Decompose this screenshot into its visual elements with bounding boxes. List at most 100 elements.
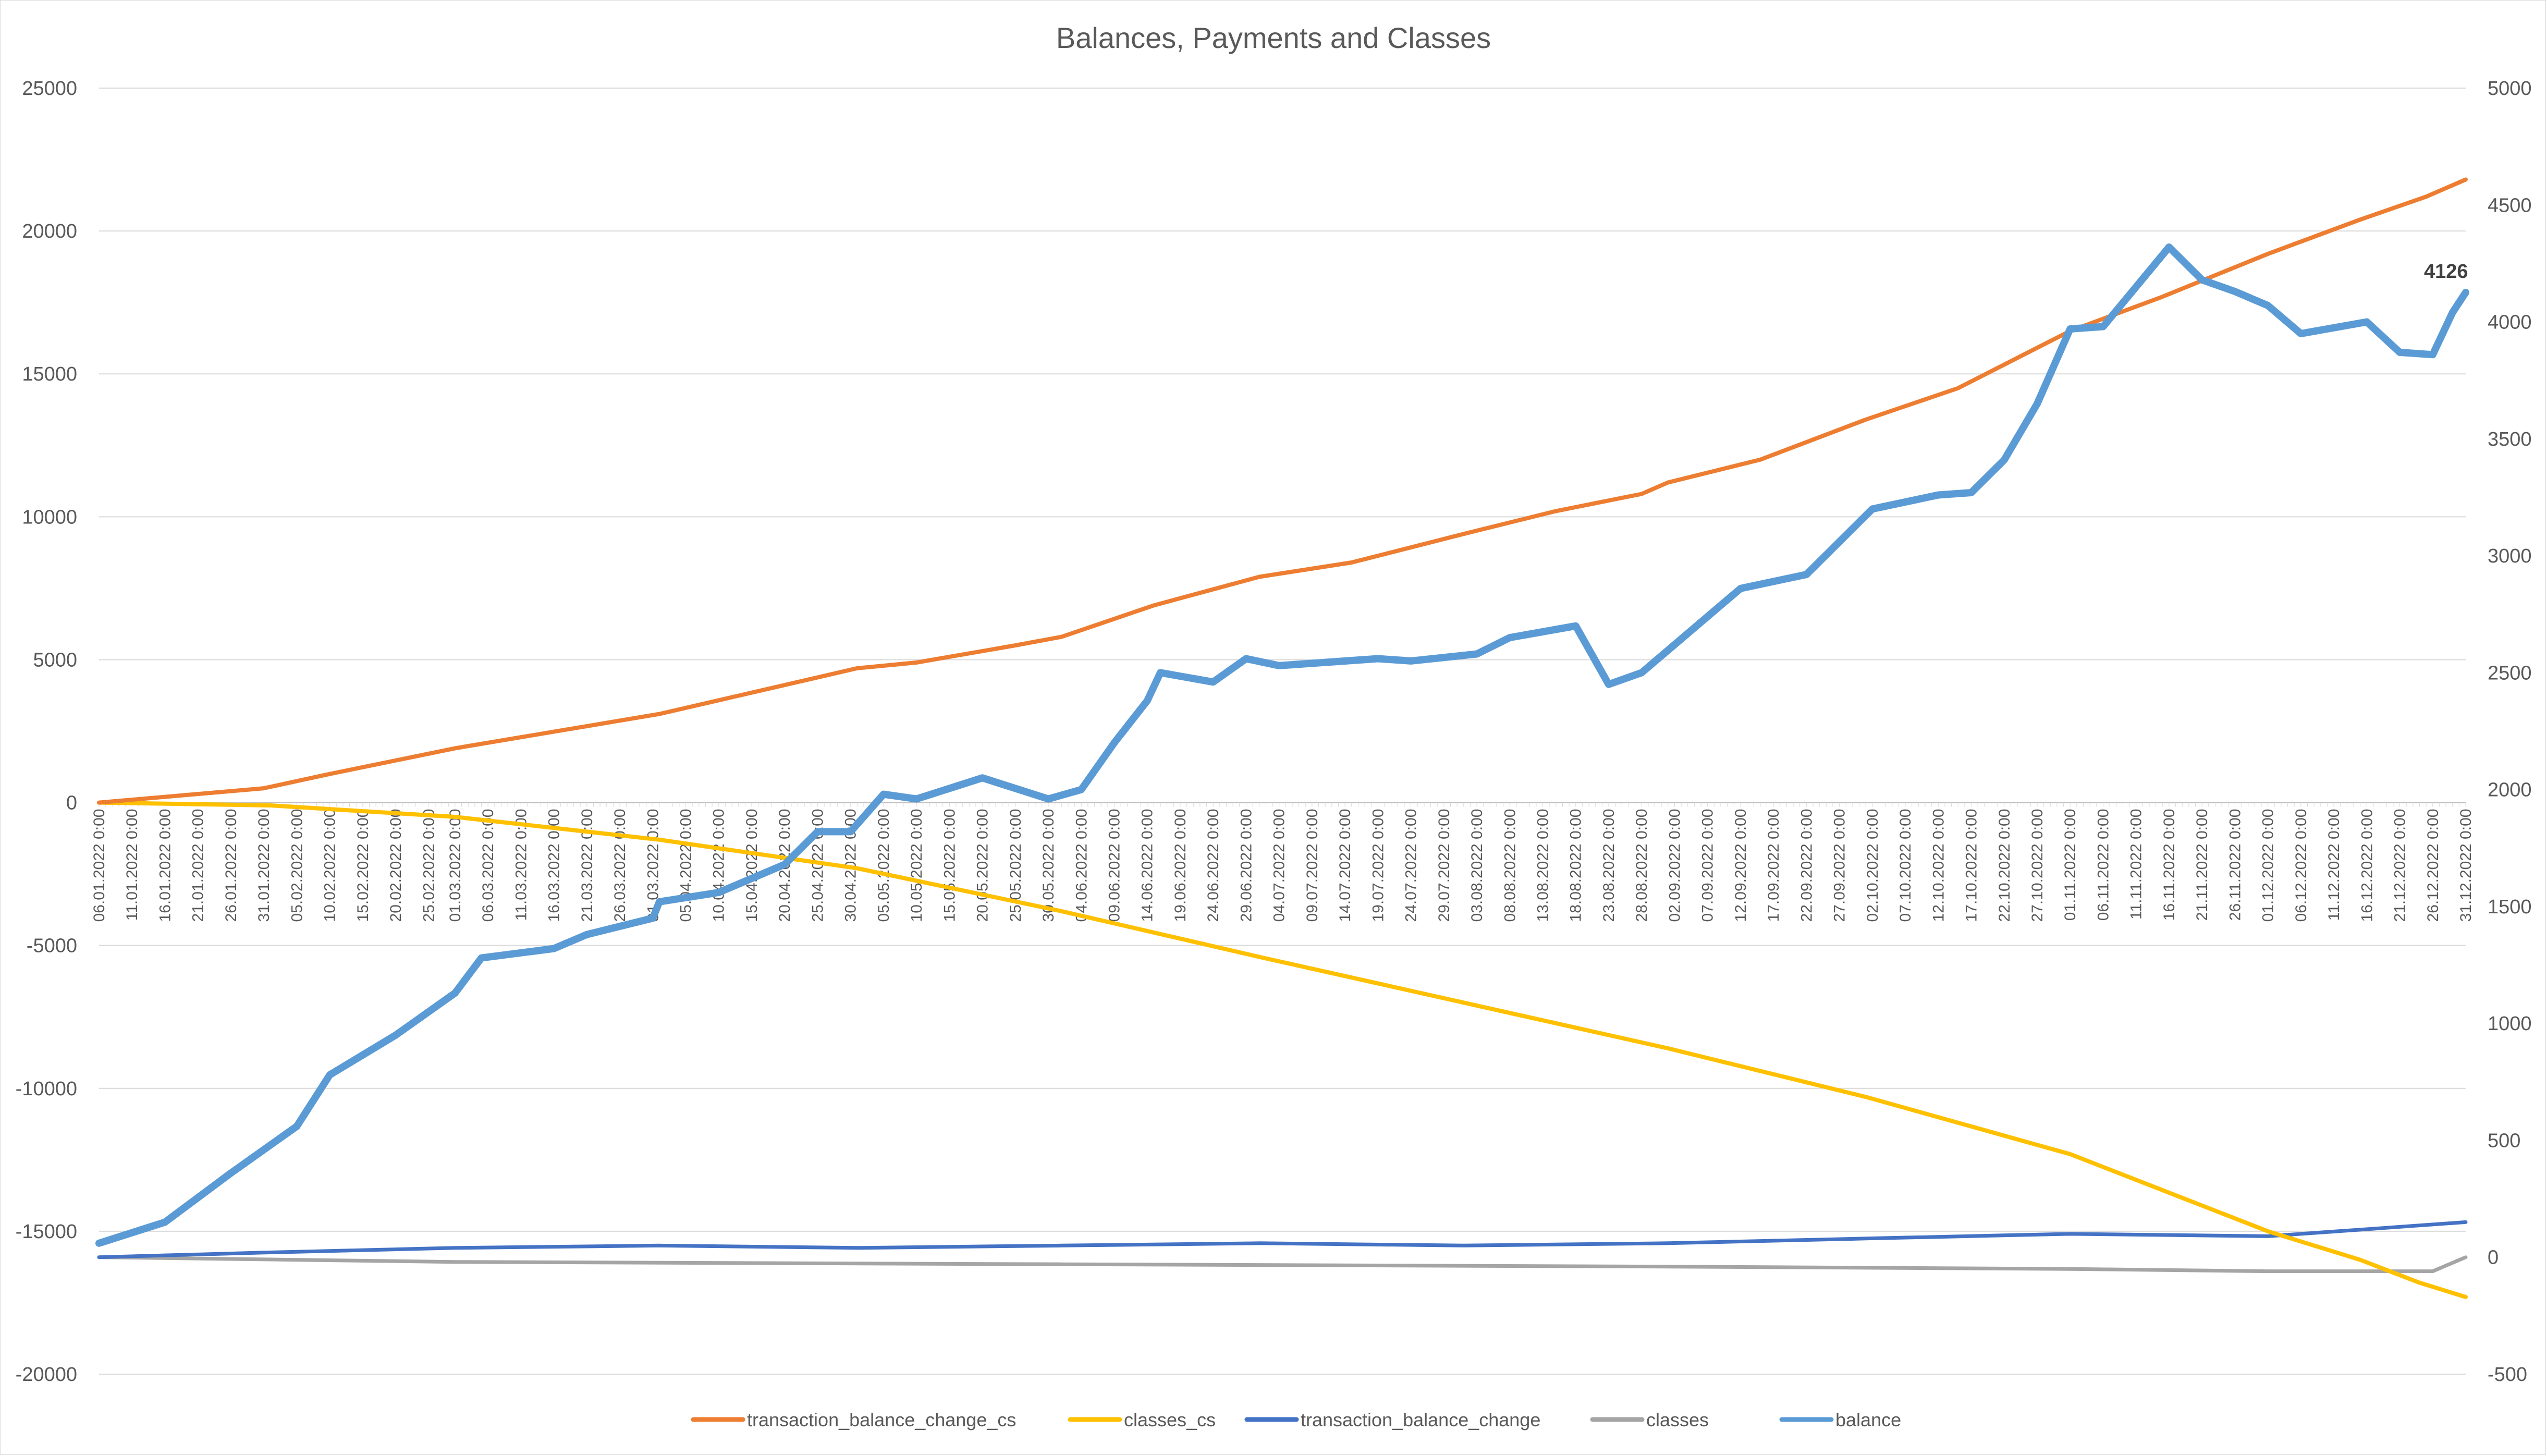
- x-tick-label: 25.02.2022 0:00: [420, 809, 437, 922]
- x-tick-label: 10.05.2022 0:00: [908, 809, 925, 922]
- y-left-tick-label: 20000: [22, 221, 77, 242]
- chart-title: Balances, Payments and Classes: [1056, 21, 1491, 54]
- x-tick-label: 12.09.2022 0:00: [1732, 809, 1749, 922]
- y-left-tick-label: 5000: [33, 649, 77, 671]
- x-tick-label: 08.08.2022 0:00: [1501, 809, 1519, 922]
- x-tick-label: 16.12.2022 0:00: [2358, 809, 2375, 922]
- x-tick-label: 05.05.2022 0:00: [875, 809, 892, 922]
- x-tick-label: 22.09.2022 0:00: [1798, 809, 1815, 922]
- x-tick-label: 10.02.2022 0:00: [322, 809, 339, 922]
- y-right-tick-label: 4500: [2488, 194, 2532, 216]
- y-right-tick-label: 0: [2488, 1247, 2499, 1269]
- x-tick-label: 27.10.2022 0:00: [2029, 809, 2046, 922]
- series-line-transaction-balance-change: [97, 1220, 2468, 1259]
- x-tick-label: 15.04.2022 0:00: [743, 809, 761, 922]
- x-tick-label: 23.08.2022 0:00: [1600, 809, 1618, 922]
- y-right-tick-label: 1500: [2488, 896, 2532, 918]
- x-tick-label: 24.06.2022 0:00: [1205, 809, 1222, 922]
- y-right-tick-label: 1000: [2488, 1013, 2532, 1035]
- legend-label: transaction_balance_change: [1301, 1409, 1540, 1430]
- x-tick-label: 19.07.2022 0:00: [1369, 809, 1387, 922]
- x-tick-label: 21.11.2022 0:00: [2194, 809, 2211, 921]
- series-line-balance: [95, 243, 2469, 1247]
- x-tick-label: 11.11.2022 0:00: [2128, 809, 2145, 920]
- x-tick-label: 20.05.2022 0:00: [974, 809, 991, 922]
- series-line-transaction-balance-change-cs: [97, 177, 2468, 805]
- legend-label: balance: [1835, 1409, 1901, 1430]
- x-tick-label: 24.07.2022 0:00: [1403, 809, 1420, 922]
- x-tick-label: 17.09.2022 0:00: [1765, 809, 1782, 922]
- x-tick-label: 09.07.2022 0:00: [1304, 809, 1321, 922]
- x-tick-label: 13.08.2022 0:00: [1535, 809, 1552, 922]
- y-left-tick-label: -20000: [16, 1364, 77, 1386]
- x-tick-label: 01.11.2022 0:00: [2062, 809, 2079, 921]
- y-left-tick-label: -15000: [16, 1221, 77, 1243]
- x-tick-label: 07.09.2022 0:00: [1699, 809, 1717, 922]
- y-left-tick-label: 25000: [22, 78, 77, 100]
- y-right-tick-label: 5000: [2488, 78, 2532, 100]
- x-tick-label: 14.06.2022 0:00: [1139, 809, 1156, 922]
- x-tick-label: 30.05.2022 0:00: [1040, 809, 1057, 922]
- y-right-tick-label: 500: [2488, 1130, 2520, 1152]
- x-tick-label: 15.02.2022 0:00: [354, 809, 372, 922]
- x-tick-label: 19.06.2022 0:00: [1172, 809, 1189, 922]
- x-tick-label: 06.12.2022 0:00: [2293, 809, 2310, 922]
- x-tick-label: 02.10.2022 0:00: [1864, 809, 1881, 922]
- x-tick-label: 04.07.2022 0:00: [1271, 809, 1288, 922]
- x-tick-label: 31.01.2022 0:00: [255, 809, 273, 922]
- x-tick-label: 26.11.2022 0:00: [2226, 809, 2244, 921]
- x-tick-label: 15.05.2022 0:00: [941, 809, 958, 922]
- y-right-tick-label: 4000: [2488, 312, 2532, 334]
- x-tick-label: 14.07.2022 0:00: [1337, 809, 1354, 922]
- x-tick-label: 16.01.2022 0:00: [156, 809, 174, 922]
- y-left-tick-label: -10000: [16, 1078, 77, 1100]
- x-tick-label: 21.01.2022 0:00: [190, 809, 207, 922]
- x-tick-label: 26.12.2022 0:00: [2424, 809, 2442, 922]
- x-tick-label: 11.12.2022 0:00: [2325, 809, 2343, 921]
- x-tick-label: 29.06.2022 0:00: [1238, 809, 1255, 922]
- y-left-tick-label: 10000: [22, 506, 77, 528]
- x-tick-label: 21.03.2022 0:00: [579, 809, 596, 922]
- x-tick-label: 06.03.2022 0:00: [480, 809, 497, 922]
- x-tick-label: 29.07.2022 0:00: [1436, 809, 1453, 922]
- y-right-tick-label: 2500: [2488, 662, 2532, 684]
- x-tick-label: 20.02.2022 0:00: [387, 809, 405, 922]
- x-tick-label: 12.10.2022 0:00: [1930, 809, 1947, 922]
- x-tick-label: 18.08.2022 0:00: [1568, 809, 1585, 922]
- y-right-tick-label: 2000: [2488, 779, 2532, 801]
- x-tick-label: 28.08.2022 0:00: [1633, 809, 1650, 922]
- x-tick-label: 22.10.2022 0:00: [1996, 809, 2013, 922]
- x-tick-label: 02.09.2022 0:00: [1666, 809, 1683, 922]
- series-line-classes-cs: [97, 800, 2468, 1299]
- x-tick-label: 06.11.2022 0:00: [2095, 809, 2112, 921]
- x-tick-label: 27.09.2022 0:00: [1831, 809, 1848, 922]
- x-tick-label: 05.02.2022 0:00: [288, 809, 305, 922]
- x-tick-label: 07.10.2022 0:00: [1897, 809, 1914, 922]
- x-tick-label: 04.06.2022 0:00: [1073, 809, 1090, 922]
- x-tick-label: 11.01.2022 0:00: [124, 809, 141, 921]
- data-label: 4126: [2424, 261, 2468, 283]
- legend-label: transaction_balance_change_cs: [747, 1409, 1016, 1430]
- y-left-tick-label: -5000: [27, 935, 77, 957]
- x-tick-label: 01.12.2022 0:00: [2260, 809, 2277, 922]
- x-tick-label: 17.10.2022 0:00: [1963, 809, 1980, 922]
- y-right-tick-label: 3000: [2488, 545, 2532, 567]
- x-tick-label: 01.03.2022 0:00: [447, 809, 464, 922]
- x-tick-label: 26.01.2022 0:00: [223, 809, 240, 922]
- x-tick-label: 03.08.2022 0:00: [1468, 809, 1486, 922]
- x-tick-label: 16.11.2022 0:00: [2161, 809, 2178, 921]
- x-tick-label: 31.12.2022 0:00: [2457, 809, 2475, 922]
- x-tick-label: 09.06.2022 0:00: [1106, 809, 1123, 922]
- y-right-tick-label: -500: [2488, 1364, 2527, 1386]
- x-tick-label: 05.04.2022 0:00: [678, 809, 695, 922]
- legend-label: classes_cs: [1124, 1409, 1216, 1430]
- y-left-tick-label: 0: [66, 792, 77, 814]
- legend-label: classes: [1646, 1409, 1709, 1430]
- x-tick-label: 10.04.2022 0:00: [711, 809, 728, 922]
- x-tick-label: 06.01.2022 0:00: [91, 809, 108, 922]
- y-left-tick-label: 15000: [22, 363, 77, 385]
- x-tick-label: 26.03.2022 0:00: [611, 809, 629, 922]
- series-line-classes: [97, 1255, 2468, 1274]
